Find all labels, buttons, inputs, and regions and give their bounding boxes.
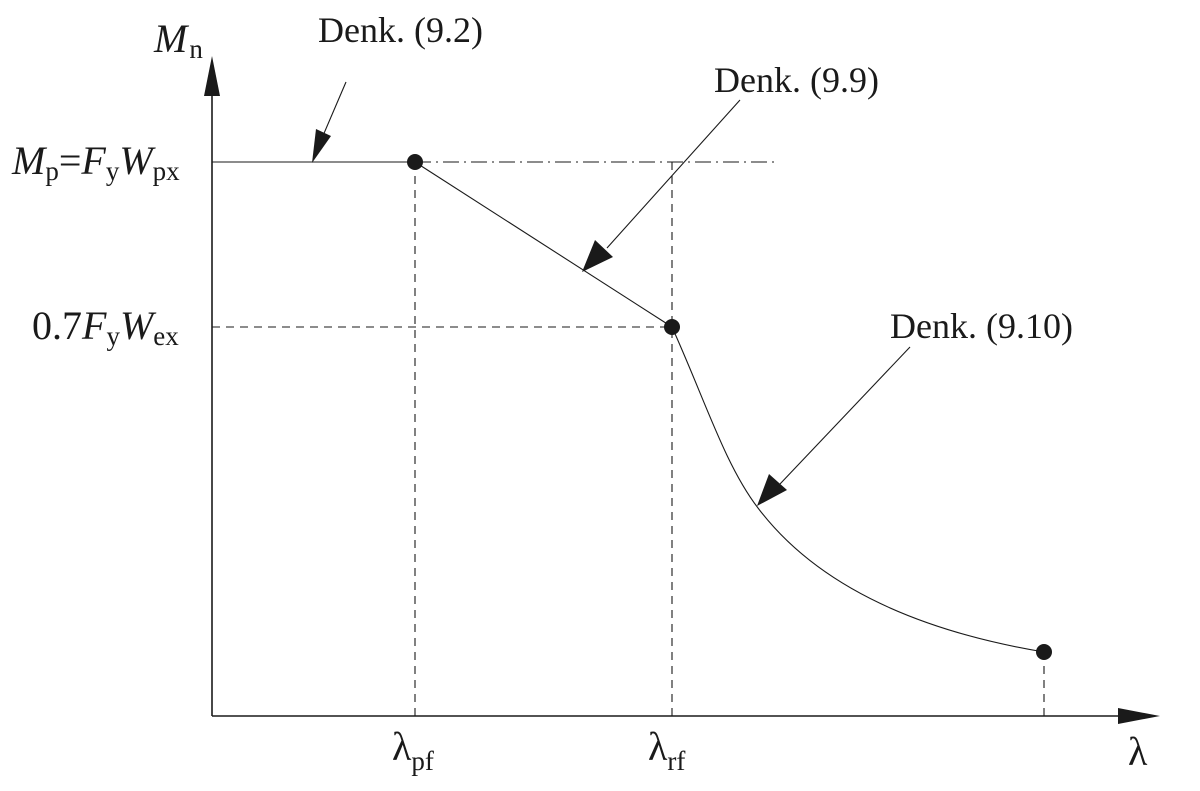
annotation-elastic: Denk. (9.10)	[890, 306, 1073, 346]
plastic-moment-label: Mp=FyWpx	[11, 138, 180, 186]
x-axis-title: λ	[1128, 729, 1148, 774]
lambda-pf-label: λpf	[392, 724, 434, 776]
x-axis-arrowhead	[1118, 708, 1160, 724]
point-lambda-rf	[664, 319, 680, 335]
y-axis-arrowhead	[204, 56, 220, 96]
elastic-moment-label: 0.7FyWex	[32, 303, 179, 351]
leader-plateau-arrowhead	[312, 129, 331, 163]
inelastic-segment	[414, 161, 673, 328]
lambda-rf-label: λrf	[648, 724, 685, 776]
leader-elastic	[779, 346, 911, 485]
point-lambda-pf	[407, 154, 423, 170]
annotation-linear: Denk. (9.9)	[714, 60, 879, 100]
annotation-plateau: Denk. (9.2)	[318, 10, 483, 50]
elastic-curve	[671, 326, 1045, 653]
leader-elastic-arrowhead	[757, 474, 787, 506]
leader-plateau	[321, 81, 347, 139]
point-end	[1036, 644, 1052, 660]
leader-linear-arrowhead	[582, 240, 613, 272]
y-axis-title: Mn	[153, 16, 203, 64]
leader-linear	[606, 99, 741, 249]
